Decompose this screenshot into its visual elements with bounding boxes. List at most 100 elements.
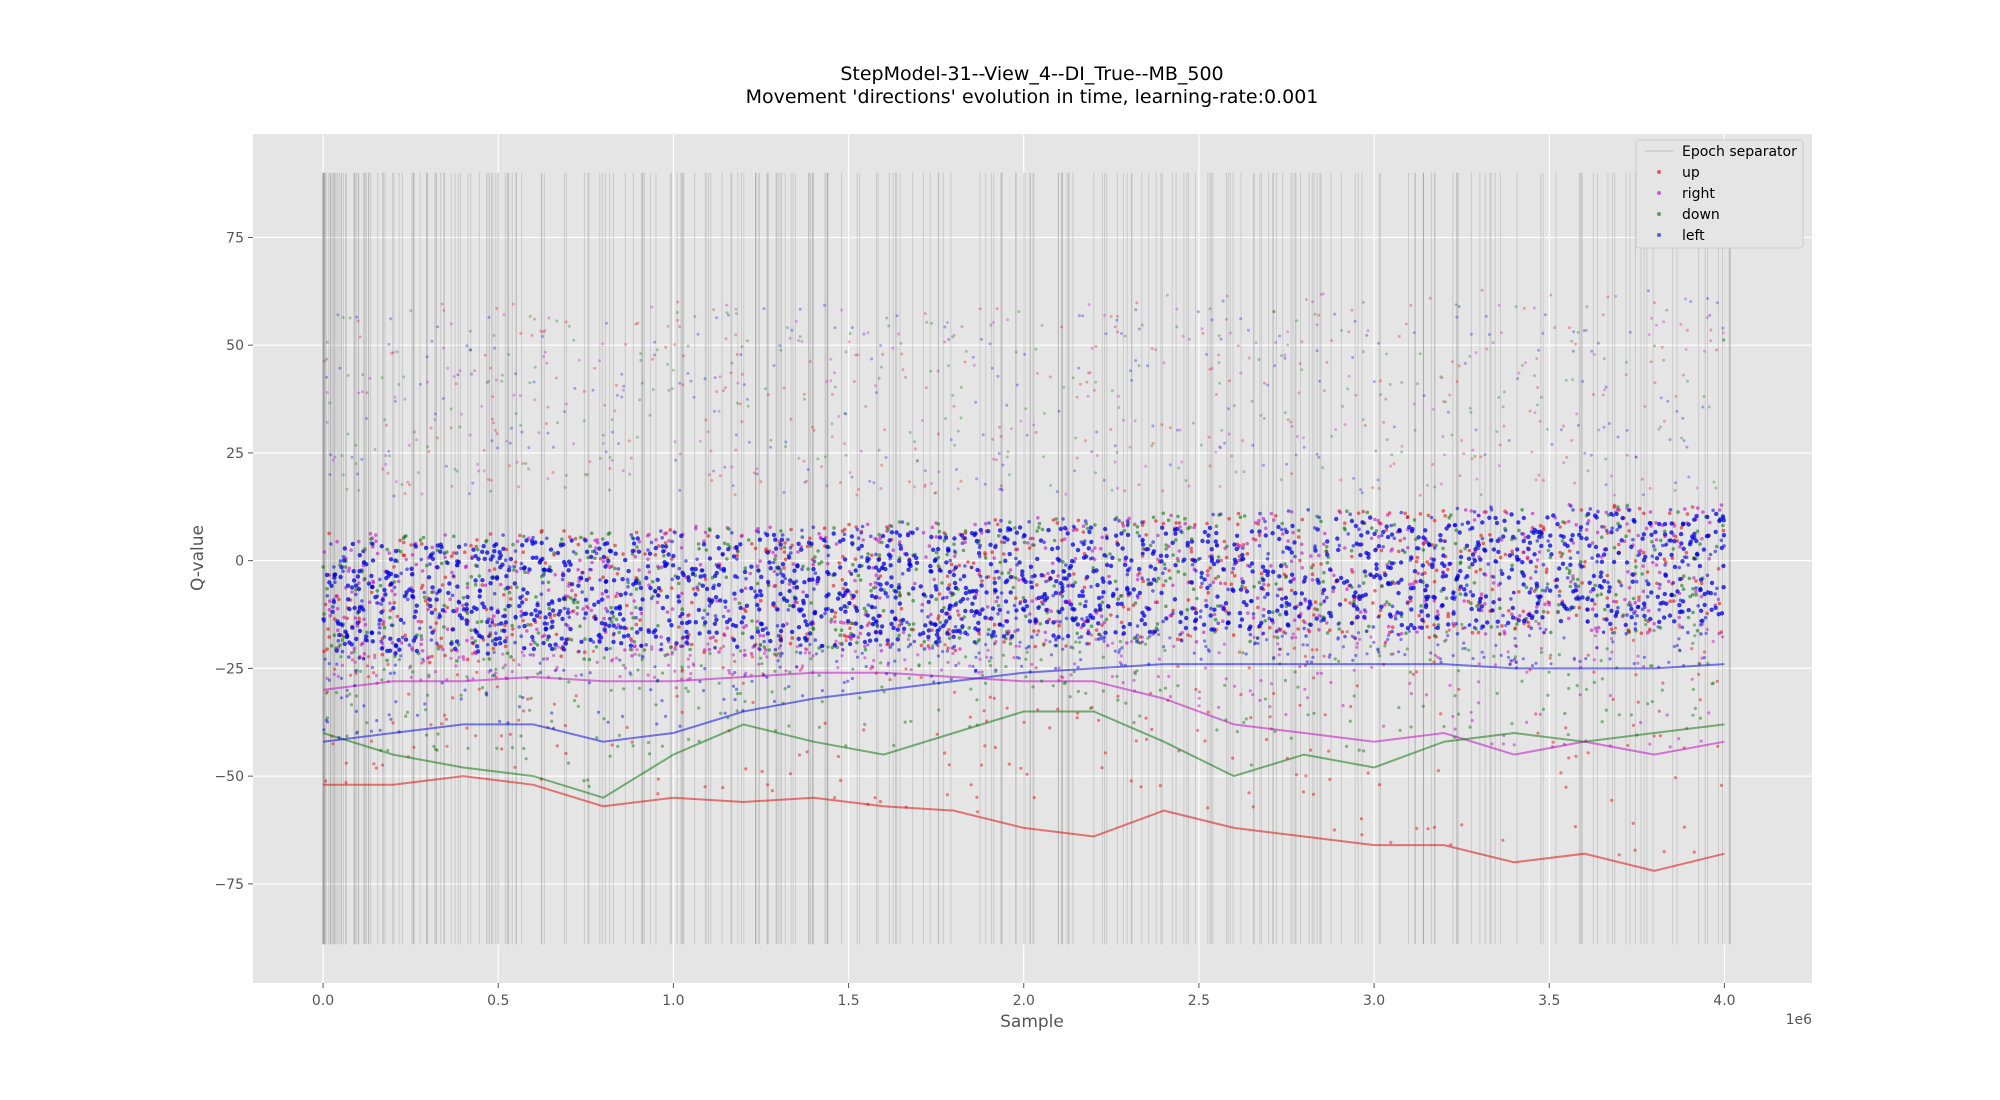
- scatter-point-left: [1089, 539, 1094, 545]
- scatter-point-right: [706, 430, 710, 434]
- scatter-point-down: [879, 365, 883, 369]
- scatter-point-down: [373, 448, 377, 452]
- scatter-point-down: [1309, 565, 1314, 570]
- scatter-point-right: [869, 667, 873, 671]
- scatter-point-left: [422, 590, 427, 595]
- scatter-point-down: [586, 555, 590, 560]
- scatter-point-right: [543, 329, 547, 333]
- scatter-point-up: [345, 616, 350, 621]
- scatter-point-left: [1699, 632, 1703, 636]
- scatter-point-up: [773, 604, 777, 609]
- scatter-point-down: [635, 435, 639, 439]
- scatter-point-left: [866, 632, 871, 637]
- scatter-point-up: [1186, 598, 1191, 602]
- scatter-point-right: [1574, 522, 1578, 527]
- scatter-point-left: [356, 472, 360, 476]
- scatter-point-right: [1477, 680, 1481, 684]
- scatter-point-up: [802, 459, 806, 463]
- scatter-point-left: [1675, 643, 1679, 648]
- scatter-point-left: [606, 558, 611, 564]
- scatter-point-down: [1279, 478, 1283, 482]
- scatter-point-up: [1025, 772, 1029, 776]
- scatter-point-down: [1722, 338, 1726, 342]
- scatter-point-up: [615, 383, 618, 387]
- scatter-point-right: [483, 583, 488, 587]
- scatter-point-down: [809, 601, 813, 605]
- scatter-point-left: [840, 593, 846, 599]
- scatter-point-down: [1014, 576, 1018, 580]
- scatter-point-up: [429, 426, 433, 430]
- scatter-point-right: [1251, 616, 1256, 620]
- scatter-point-right: [628, 472, 632, 476]
- scatter-point-right: [360, 390, 364, 394]
- scatter-point-right: [1286, 539, 1290, 543]
- scatter-point-left: [790, 328, 794, 332]
- scatter-point-left: [1482, 655, 1486, 659]
- scatter-point-right: [1537, 550, 1542, 554]
- scatter-point-up: [1120, 521, 1125, 525]
- scatter-point-down: [877, 553, 882, 557]
- scatter-point-down: [708, 651, 712, 656]
- scatter-point-down: [606, 532, 611, 536]
- scatter-point-down: [996, 603, 1001, 608]
- scatter-point-left: [869, 534, 873, 539]
- scatter-point-down: [523, 570, 527, 574]
- scatter-point-right: [711, 635, 716, 639]
- scatter-point-left: [1163, 566, 1167, 571]
- scatter-point-right: [1162, 361, 1166, 365]
- scatter-point-left: [772, 364, 776, 367]
- scatter-point-up: [1503, 552, 1508, 557]
- scatter-point-down: [794, 650, 799, 654]
- scatter-point-down: [1702, 395, 1706, 398]
- scatter-point-left: [1497, 597, 1501, 602]
- scatter-point-left: [978, 574, 983, 579]
- scatter-point-right: [1206, 573, 1210, 577]
- scatter-point-down: [1653, 547, 1657, 552]
- scatter-point-left: [1565, 576, 1570, 580]
- scatter-point-left: [1164, 616, 1169, 621]
- scatter-point-down: [1400, 450, 1404, 454]
- scatter-point-up: [808, 360, 812, 363]
- scatter-point-up: [1116, 314, 1119, 318]
- scatter-point-left: [1557, 594, 1562, 598]
- scatter-point-left: [1587, 543, 1592, 548]
- scatter-point-left: [856, 536, 861, 540]
- scatter-point-left: [935, 546, 941, 552]
- scatter-point-down: [1289, 736, 1293, 740]
- scatter-point-down: [632, 640, 637, 644]
- scatter-point-right: [575, 611, 579, 616]
- scatter-point-right: [659, 635, 663, 639]
- scatter-point-left: [1210, 318, 1214, 322]
- scatter-point-left: [545, 536, 549, 541]
- scatter-point-up: [585, 473, 589, 477]
- scatter-point-left: [960, 617, 964, 622]
- scatter-point-up: [968, 715, 973, 719]
- scatter-point-right: [426, 607, 431, 612]
- scatter-point-left: [912, 639, 917, 644]
- scatter-point-left: [1501, 613, 1505, 618]
- scatter-point-up: [1528, 409, 1532, 413]
- scatter-point-right: [1212, 612, 1217, 617]
- scatter-point-left: [1357, 631, 1361, 635]
- scatter-point-up: [1247, 666, 1251, 670]
- scatter-point-down: [755, 581, 760, 586]
- scatter-point-right: [1539, 646, 1543, 651]
- scatter-point-down: [536, 631, 541, 635]
- scatter-point-right: [504, 636, 509, 640]
- scatter-point-down: [519, 734, 523, 738]
- scatter-point-right: [879, 487, 883, 490]
- scatter-point-left: [588, 567, 592, 572]
- scatter-point-right: [1217, 651, 1221, 655]
- scatter-point-left: [873, 605, 878, 610]
- scatter-point-down: [637, 686, 642, 691]
- scatter-point-down: [484, 692, 488, 696]
- scatter-point-right: [414, 562, 419, 567]
- scatter-point-up: [1548, 656, 1552, 660]
- scatter-point-down: [826, 645, 830, 649]
- scatter-point-right: [924, 555, 928, 559]
- scatter-point-left: [1610, 631, 1614, 635]
- scatter-point-right: [1073, 662, 1077, 666]
- scatter-point-up: [1573, 825, 1577, 829]
- scatter-point-right: [838, 620, 843, 624]
- scatter-point-down: [844, 350, 848, 354]
